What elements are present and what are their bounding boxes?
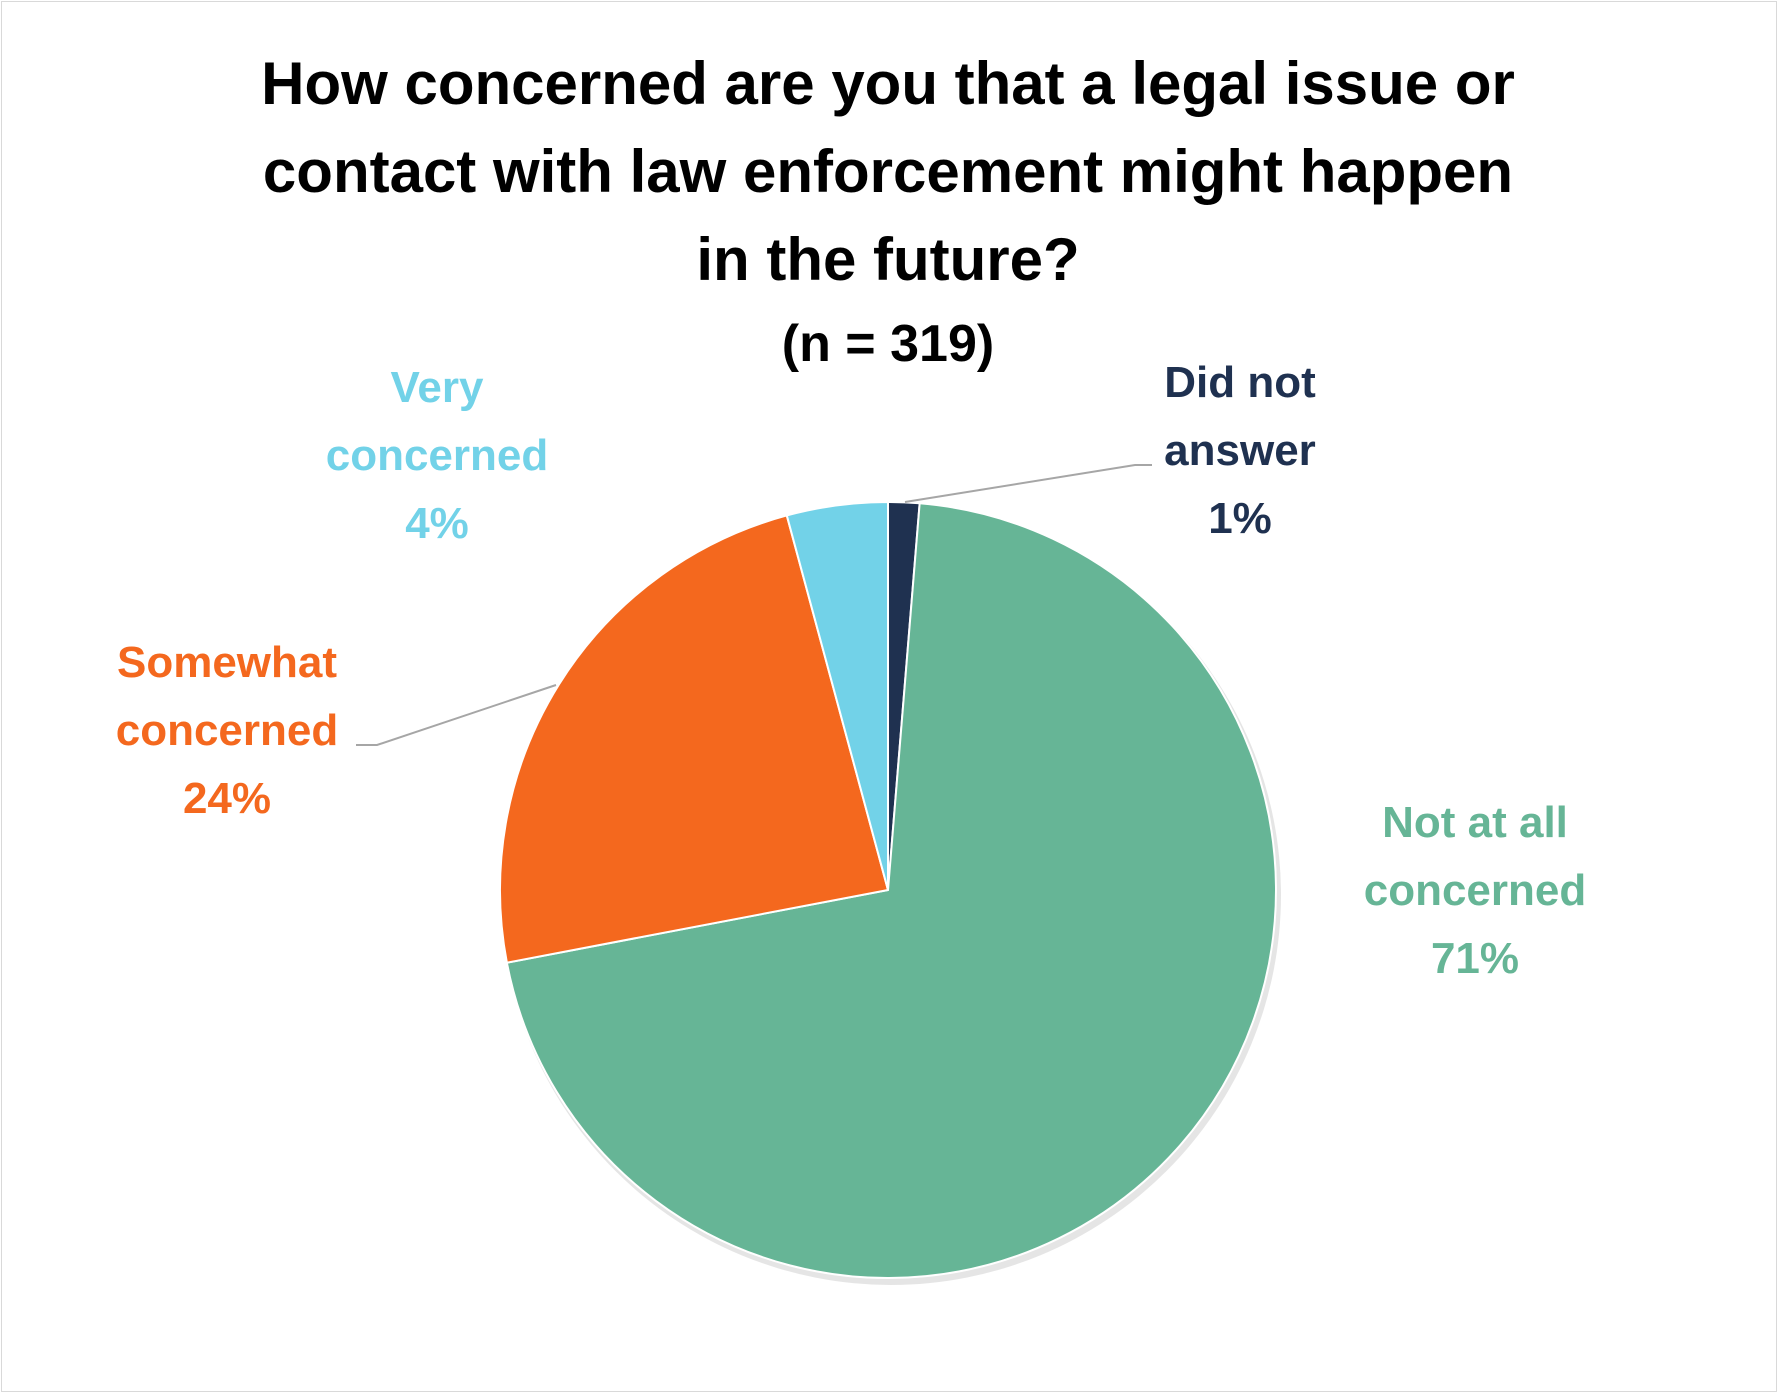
slice-category-label: concerned [116,706,339,755]
slice-category-label: answer [1164,426,1316,475]
chart-title-line-3: in the future? [696,226,1080,293]
slice-category-label: concerned [326,431,549,480]
slice-label-somewhat: Somewhat concerned 24% [116,638,339,823]
chart-title: How concerned are you that a legal issue… [0,40,1776,384]
leader-line-did-not-answer [904,464,1152,503]
slice-category-label: Somewhat [117,638,337,687]
slice-value-label: 4% [405,499,469,548]
slice-category-label: Did not [1164,358,1316,407]
slice-label-not-at-all: Not at all concerned 71% [1364,798,1587,983]
pie-slice-not-at-all [505,502,1277,1280]
slice-label-very: Very concerned 4% [326,363,549,548]
slice-labels: Did not answer 1% Not at all concerned 71% Som… [116,358,1587,983]
slice-value-label: 24% [183,774,271,823]
pie-slice-very [785,501,889,891]
pie-slices [499,501,1277,1280]
slice-category-label: Very [391,363,485,412]
slice-value-label: 1% [1208,494,1272,543]
slice-category-label: concerned [1364,866,1587,915]
chart-title-line-1: How concerned are you that a legal issue… [261,50,1515,117]
chart-subtitle: (n = 319) [781,315,995,373]
slice-label-did-not-answer: Did not answer 1% [1164,358,1316,543]
slice-value-label: 71% [1431,934,1519,983]
chart-title-line-2: contact with law enforcement might happe… [262,138,1514,205]
slice-category-label: Not at all [1382,798,1568,847]
leader-lines [356,464,1152,746]
leader-line-somewhat [356,684,557,746]
pie-slice-somewhat [499,514,889,964]
